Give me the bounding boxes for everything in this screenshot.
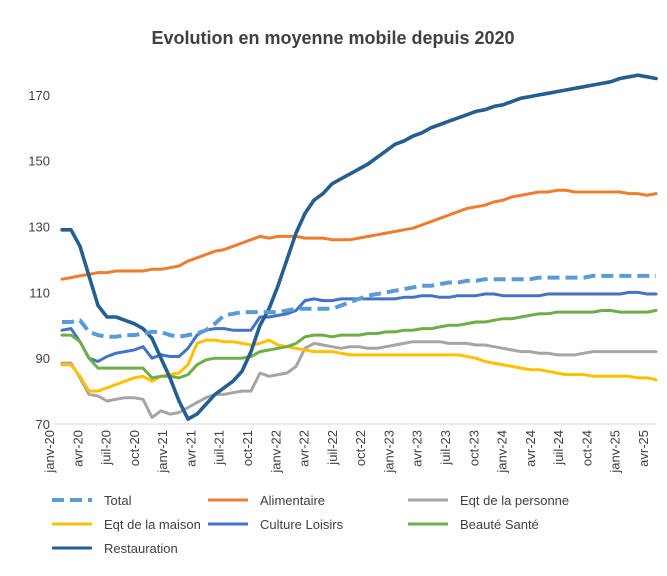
x-tick-label: janv-24 [495,430,510,474]
x-tick-label: janv-25 [608,430,623,474]
series-line-eqt-de-la-personne [60,340,658,419]
legend-label: Eqt de la maison [104,517,201,532]
x-tick-label: janv-23 [381,430,396,474]
legend: Total Alimentaire Eqt de la personne Eqt de… [52,493,569,556]
x-tick-label: oct-23 [466,430,481,466]
x-tick-label: juil-23 [438,430,453,466]
x-tick-label: oct-21 [240,430,255,466]
x-tick-label: avr-22 [297,430,312,467]
x-tick-label: juil-20 [99,430,114,466]
x-tick-label: avr-25 [636,430,651,467]
chart-title: Evolution en moyenne mobile depuis 2020 [151,28,514,48]
x-tick-label: avr-23 [410,430,425,467]
y-tick-label: 130 [28,220,50,235]
y-tick-label: 170 [28,88,50,103]
x-tick-label: oct-22 [353,430,368,466]
series-line-total [62,273,656,339]
legend-label: Restauration [104,541,178,556]
series-line-beaut-sant- [60,309,658,380]
x-tick-label: avr-24 [523,430,538,467]
series-line-restauration [60,73,658,421]
y-axis: 70 90 110 130 150 170 [28,88,50,432]
x-tick-label: avr-20 [70,430,85,467]
series-line-culture-loisirs [60,290,658,363]
series-line-alimentaire [60,188,658,281]
x-tick-label: juil-22 [325,430,340,466]
x-tick-label: janv-22 [268,430,283,474]
series-layer [60,73,658,421]
legend-label: Eqt de la personne [460,493,569,508]
y-tick-label: 70 [36,417,50,432]
legend-label: Culture Loisirs [260,517,344,532]
x-tick-label: juil-24 [551,430,566,466]
legend-label: Beauté Santé [460,517,539,532]
x-tick-label: janv-20 [42,430,57,474]
x-tick-label: avr-21 [183,430,198,467]
x-tick-label: juil-21 [212,430,227,466]
x-tick-label: oct-24 [579,430,594,466]
y-tick-label: 90 [36,351,50,366]
x-tick-label: oct-20 [127,430,142,466]
legend-label: Total [104,493,132,508]
y-tick-label: 110 [29,285,50,300]
legend-label: Alimentaire [260,493,325,508]
y-tick-label: 150 [28,154,50,169]
x-tick-label: janv-21 [155,430,170,474]
x-axis: janv-20 avr-20 juil-20 oct-20 janv-21 avr-21 j… [42,423,656,474]
